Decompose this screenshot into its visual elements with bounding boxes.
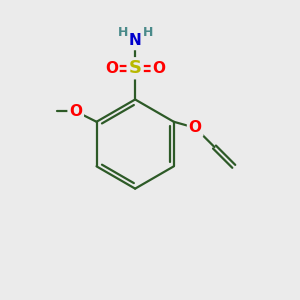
Text: O: O — [152, 61, 165, 76]
Text: H: H — [118, 26, 128, 38]
Text: O: O — [69, 104, 82, 119]
Text: S: S — [129, 59, 142, 77]
Text: H: H — [142, 26, 153, 38]
Text: O: O — [189, 120, 202, 135]
Text: N: N — [129, 33, 142, 48]
Text: O: O — [105, 61, 118, 76]
